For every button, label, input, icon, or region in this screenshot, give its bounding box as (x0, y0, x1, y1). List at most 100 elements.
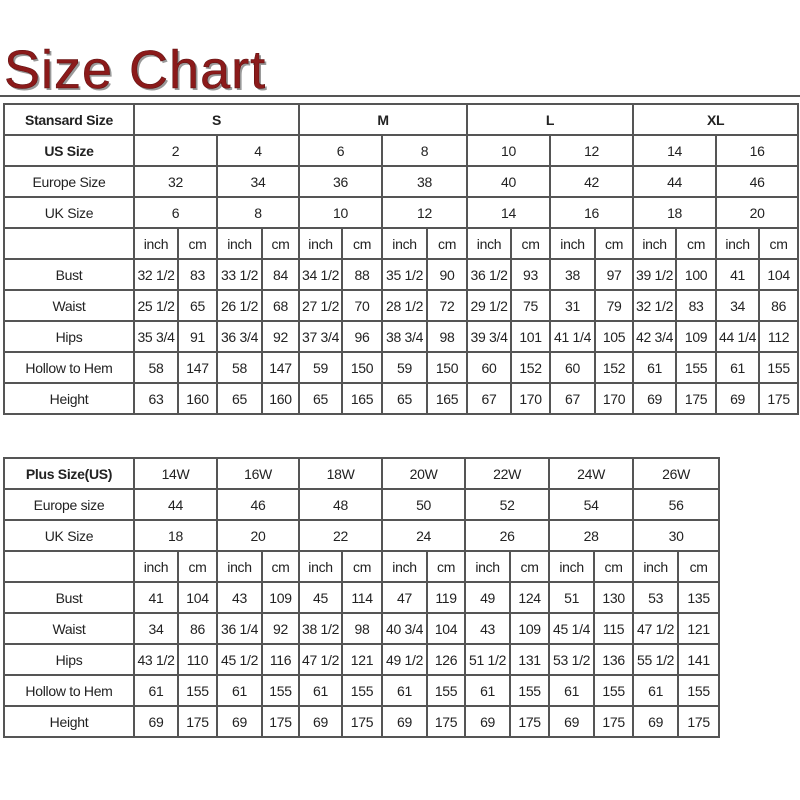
measurement-row: Height 63 160 65 160 65 165 65 165 67 170 67 170 69 17… (3, 382, 800, 415)
measurement-label: Waist (3, 289, 135, 322)
measurement-value: 126 (426, 643, 467, 676)
unit-label: inch (466, 227, 513, 260)
measurement-value: 136 (593, 643, 635, 676)
measurement-value: 175 (509, 705, 551, 738)
uk-size-value: 10 (298, 196, 384, 229)
europe-size-label: Europe size (3, 488, 135, 521)
measurement-value: 155 (426, 674, 467, 707)
measurement-value: 36 1/4 (216, 612, 264, 645)
uk-size-value: 12 (381, 196, 469, 229)
measurement-value: 38 (549, 258, 597, 291)
measurement-row: Waist 25 1/2 65 26 1/2 68 27 1/2 70 28 1/2 72 29 … (3, 289, 800, 322)
measurement-value: 36 3/4 (216, 320, 263, 353)
measurement-value: 40 3/4 (381, 612, 429, 645)
measurement-value: 61 (548, 674, 596, 707)
unit-label: inch (298, 227, 344, 260)
plus-size-value: 20W (381, 457, 467, 490)
unit-label: cm (594, 227, 635, 260)
measurement-value: 61 (298, 674, 344, 707)
measurement-value: 25 1/2 (133, 289, 179, 322)
measurement-value: 150 (341, 351, 384, 384)
measurement-label: Bust (3, 258, 135, 291)
measurement-value: 115 (593, 612, 635, 645)
europe-size-value: 46 (216, 488, 301, 521)
unit-label: inch (133, 227, 179, 260)
uk-size-value: 6 (133, 196, 218, 229)
measurement-value: 112 (758, 320, 800, 353)
measurement-value: 69 (548, 705, 596, 738)
measurement-value: 88 (341, 258, 384, 291)
measurement-value: 59 (381, 351, 429, 384)
europe-size-value: 50 (381, 488, 467, 521)
unit-label: cm (261, 550, 301, 583)
measurement-value: 79 (594, 289, 635, 322)
unit-label: cm (341, 227, 384, 260)
header-row: Stansard Size S M L XL (3, 103, 800, 136)
measurement-value: 61 (381, 674, 429, 707)
measurement-value: 65 (381, 382, 429, 415)
measurement-value: 83 (675, 289, 718, 322)
uk-size-value: 24 (381, 519, 467, 552)
measurement-value: 70 (341, 289, 384, 322)
measurement-value: 59 (298, 351, 344, 384)
measurement-value: 69 (464, 705, 512, 738)
measurement-value: 170 (510, 382, 552, 415)
measurement-label: Hips (3, 320, 135, 353)
measurement-value: 29 1/2 (466, 289, 513, 322)
measurement-label: Height (3, 705, 135, 738)
measurement-value: 65 (177, 289, 218, 322)
measurement-value: 61 (632, 674, 680, 707)
measurement-row: Waist 34 86 36 1/4 92 38 1/2 98 40 3/4 104 43 109 4… (3, 612, 721, 645)
measurement-value: 51 (548, 581, 596, 614)
unit-label: cm (593, 550, 635, 583)
us-size-label: US Size (3, 134, 135, 167)
measurement-value: 121 (677, 612, 721, 645)
measurement-value: 65 (216, 382, 263, 415)
uk-size-value: 26 (464, 519, 551, 552)
measurement-value: 55 1/2 (632, 643, 680, 676)
europe-size-value: 44 (132, 488, 219, 521)
measurement-value: 93 (510, 258, 552, 291)
measurement-value: 131 (509, 643, 551, 676)
plus-size-value: 16W (216, 457, 301, 490)
measurement-value: 155 (593, 674, 635, 707)
uk-size-value: 8 (215, 196, 301, 229)
measurement-value: 84 (260, 258, 301, 291)
measurement-value: 39 3/4 (466, 320, 513, 353)
plus-size-value: 24W (548, 457, 635, 490)
measurement-value: 35 1/2 (381, 258, 429, 291)
size-group-header: XL (632, 103, 800, 136)
measurement-value: 58 (133, 351, 179, 384)
measurement-value: 47 1/2 (298, 643, 344, 676)
measurement-label: Height (3, 382, 135, 415)
measurement-value: 104 (426, 612, 467, 645)
measurement-value: 98 (341, 612, 384, 645)
measurement-value: 32 1/2 (632, 289, 678, 322)
measurement-value: 75 (510, 289, 552, 322)
measurement-value: 165 (426, 382, 469, 415)
measurement-value: 28 1/2 (381, 289, 429, 322)
unit-label: inch (216, 550, 264, 583)
measurement-value: 175 (341, 705, 384, 738)
europe-size-row: Europe Size 32 34 36 38 40 42 44 46 (3, 165, 800, 198)
uk-size-value: 28 (548, 519, 635, 552)
uk-size-value: 20 (216, 519, 301, 552)
measurement-value: 27 1/2 (298, 289, 344, 322)
unit-label: cm (177, 227, 218, 260)
measurement-value: 47 (381, 581, 429, 614)
measurement-value: 175 (176, 705, 219, 738)
us-size-value: 16 (715, 134, 800, 167)
measurement-value: 45 1/2 (216, 643, 264, 676)
measurement-value: 101 (510, 320, 552, 353)
unit-label: inch (216, 227, 263, 260)
uk-size-row: UK Size 18 20 22 24 26 28 30 (3, 519, 721, 552)
measurement-value: 60 (466, 351, 513, 384)
measurement-value: 36 1/2 (466, 258, 513, 291)
unit-label: inch (133, 550, 179, 583)
measurement-label: Waist (3, 612, 135, 645)
uk-size-value: 20 (715, 196, 800, 229)
measurement-value: 67 (466, 382, 513, 415)
measurement-value: 83 (177, 258, 218, 291)
size-chart-title: Size Chart (4, 40, 267, 101)
measurement-value: 116 (261, 643, 301, 676)
